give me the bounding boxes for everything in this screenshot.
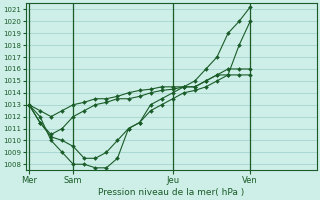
X-axis label: Pression niveau de la mer( hPa ): Pression niveau de la mer( hPa )	[98, 188, 244, 197]
